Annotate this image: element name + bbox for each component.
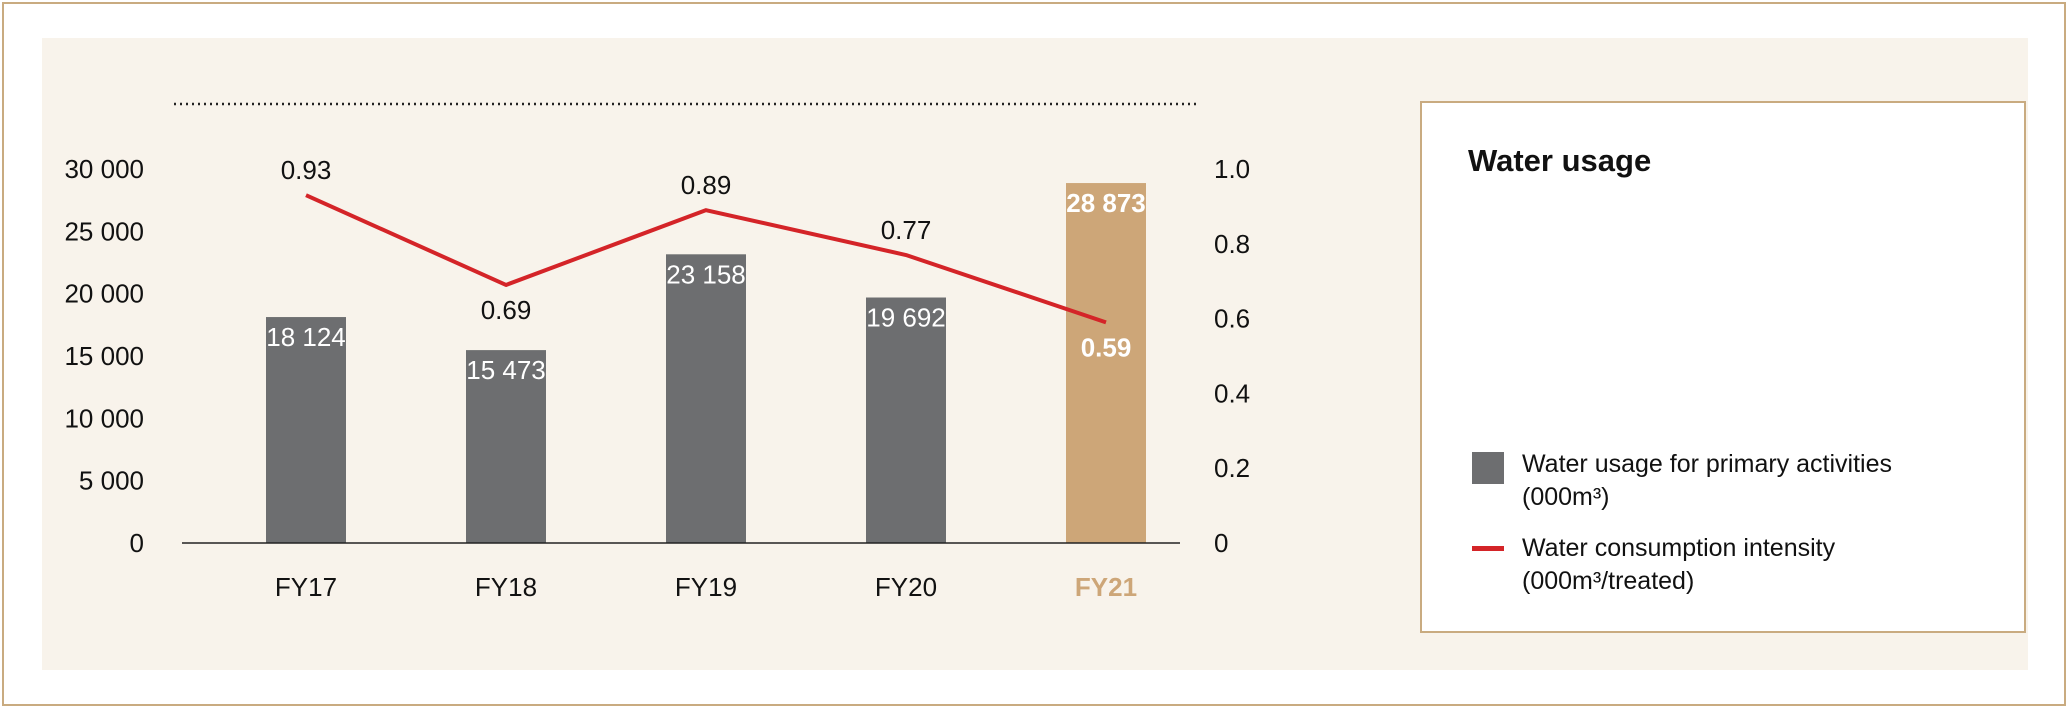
bar-value-label: 18 124 xyxy=(266,322,346,352)
bar-fy17 xyxy=(266,317,346,543)
right-axis-tick-label: 0.6 xyxy=(1214,304,1250,334)
right-axis-tick-label: 0 xyxy=(1214,528,1228,558)
x-tick-label-fy18: FY18 xyxy=(475,572,537,602)
x-tick-label-fy21: FY21 xyxy=(1075,572,1137,602)
right-axis-tick-label: 0.8 xyxy=(1214,229,1250,259)
line-value-label: 0.59 xyxy=(1081,332,1132,362)
bar-value-label: 19 692 xyxy=(866,303,946,333)
bar-fy20 xyxy=(866,297,946,543)
line-value-label: 0.89 xyxy=(681,170,732,200)
legend-label-water-usage: Water usage for primary activities xyxy=(1522,450,1893,478)
bar-value-label: 23 158 xyxy=(666,259,746,289)
right-axis-tick-label: 0.2 xyxy=(1214,453,1250,483)
legend-unit-water-usage: (000m³) xyxy=(1522,483,1610,511)
right-axis-tick-label: 1.0 xyxy=(1214,154,1250,184)
water-usage-chart: 0 5 000 10 000 15 000 20 000 25 000 30 000 0 0.2… xyxy=(64,102,1250,602)
x-tick-label-fy19: FY19 xyxy=(675,572,737,602)
legend-label-intensity: Water consumption intensity xyxy=(1522,534,1836,562)
legend-bar-swatch xyxy=(1472,452,1504,484)
line-value-label: 0.77 xyxy=(881,215,932,245)
left-axis-tick-label: 20 000 xyxy=(64,279,144,309)
left-axis-tick-label: 0 xyxy=(130,528,144,558)
left-axis-tick-label: 15 000 xyxy=(64,341,144,371)
line-value-label: 0.69 xyxy=(481,295,532,325)
bar-value-label: 28 873 xyxy=(1066,188,1146,218)
intensity-line xyxy=(305,193,1107,325)
line-value-label: 0.93 xyxy=(281,155,332,185)
left-axis-tick-label: 5 000 xyxy=(79,466,144,496)
left-axis-tick-label: 25 000 xyxy=(64,216,144,246)
chart-panel: 0 5 000 10 000 15 000 20 000 25 000 30 000 0 0.2… xyxy=(42,38,2028,670)
left-axis-tick-label: 30 000 xyxy=(64,154,144,184)
legend-line-swatch xyxy=(1472,546,1504,551)
bar-value-label: 15 473 xyxy=(466,355,546,385)
x-tick-label-fy17: FY17 xyxy=(275,572,337,602)
left-axis-tick-label: 10 000 xyxy=(64,403,144,433)
legend-box: Water usage Water usage for primary acti… xyxy=(1420,101,2026,633)
right-axis-tick-label: 0.4 xyxy=(1214,378,1250,408)
bar-fy21 xyxy=(1066,183,1146,543)
chart-title: Water usage xyxy=(1468,143,1652,178)
bar-fy18 xyxy=(466,350,546,543)
legend-unit-intensity: (000m³/treated) xyxy=(1522,567,1695,595)
bar-fy19 xyxy=(666,254,746,543)
x-tick-label-fy20: FY20 xyxy=(875,572,937,602)
